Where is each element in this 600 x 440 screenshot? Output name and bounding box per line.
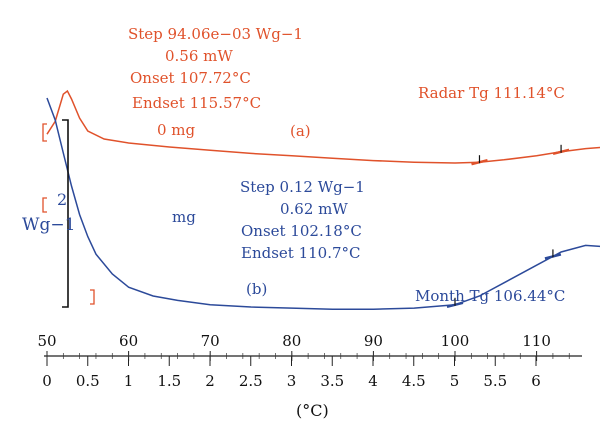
top-axis-ticks: 5060708090100110120130140150160170	[37, 332, 551, 361]
series-b-mass: mg	[172, 208, 196, 226]
minor-ticks	[46, 353, 570, 359]
series-a-onset: Onset 107.72°C	[130, 69, 251, 87]
bottom-tick-label: 4.5	[402, 372, 426, 390]
series-a-tg-label: Radar Tg 111.14°C	[418, 84, 565, 102]
orange-bracket-left-lower	[42, 197, 47, 213]
series-a-power: 0.56 mW	[165, 47, 233, 65]
bottom-tick-label: 1	[124, 372, 134, 390]
series-a-curve-label: (a)	[290, 122, 311, 140]
bottom-tick-label: 2.5	[239, 372, 263, 390]
top-tick-label: 60	[119, 332, 138, 350]
series-b-endset: Endset 110.7°C	[241, 244, 361, 262]
series-a-mass: 0 mg	[157, 121, 196, 139]
scale-bar-label: 2	[57, 190, 67, 209]
curves-layer	[46, 89, 600, 310]
bottom-tick-label: 4	[368, 372, 378, 390]
bottom-tick-label: 5.5	[483, 372, 507, 390]
y-axis-label: Wg−1	[22, 215, 75, 235]
orange-bracket-left	[42, 123, 47, 142]
top-tick-label: 50	[37, 332, 56, 350]
bottom-axis-ticks: 0 0.5 1 1.5 2 2.5 3 3.5 4 4.5 5 5.5 6	[42, 356, 541, 390]
series-a-step: Step 94.06e−03 Wg−1	[128, 25, 303, 43]
scale-bar	[62, 119, 69, 308]
series-line-a	[46, 89, 600, 164]
bottom-tick-label: 0	[42, 372, 52, 390]
top-tick-label: 70	[201, 332, 220, 350]
bottom-tick-label: 5	[450, 372, 460, 390]
x-axis-label: (°C)	[296, 401, 329, 420]
top-tick-label: 100	[441, 332, 470, 350]
series-b-step: Step 0.12 Wg−1	[240, 178, 365, 196]
series-b-onset: Onset 102.18°C	[241, 222, 362, 240]
bottom-tick-label: 1.5	[157, 372, 181, 390]
step-markers-layer	[446, 144, 570, 308]
top-tick-label: 110	[522, 332, 551, 350]
orange-bracket-right	[90, 289, 95, 305]
top-tick-label: 90	[364, 332, 383, 350]
bottom-tick-label: 6	[531, 372, 541, 390]
bottom-tick-label: 3	[287, 372, 297, 390]
series-line-b	[46, 97, 600, 310]
series-b-curve-label: (b)	[246, 280, 267, 298]
series-b-power: 0.62 mW	[280, 200, 348, 218]
top-tick-label: 80	[282, 332, 301, 350]
series-a-endset: Endset 115.57°C	[132, 94, 261, 112]
series-b-tg-label: Month Tg 106.44°C	[415, 287, 565, 305]
bottom-tick-label: 2	[205, 372, 215, 390]
bottom-tick-label: 3.5	[320, 372, 344, 390]
bottom-tick-label: 0.5	[76, 372, 100, 390]
